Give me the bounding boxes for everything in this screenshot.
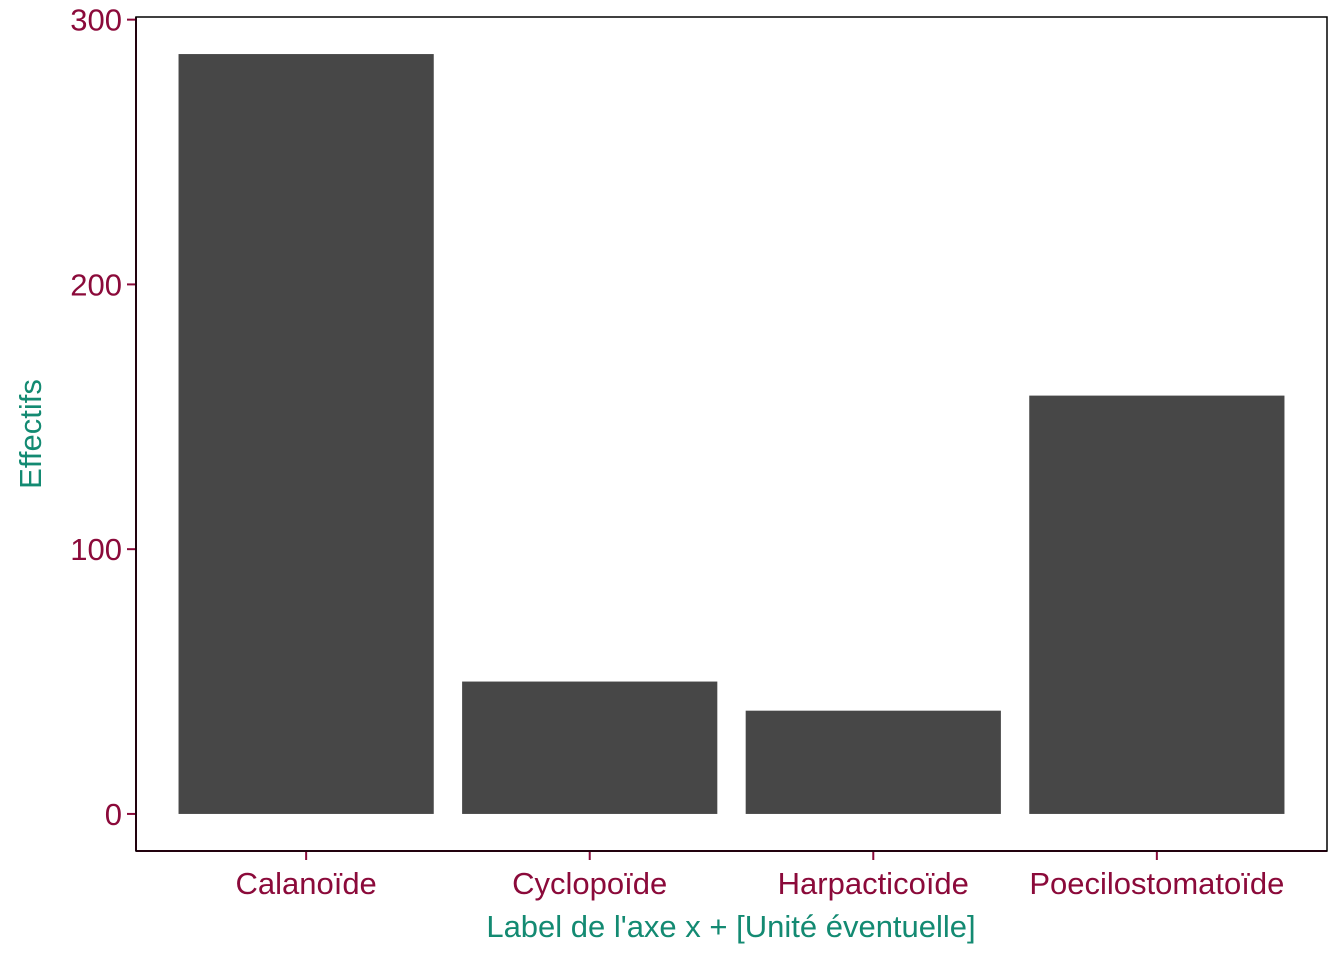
x-tick-label: Calanoïde <box>235 866 376 901</box>
y-tick-label: 0 <box>105 797 122 832</box>
y-tick-label: 300 <box>70 3 122 38</box>
x-axis-title: Label de l'axe x + [Unité éventuelle] <box>486 909 975 944</box>
panel-border <box>135 16 1328 852</box>
y-axis: 0 100 200 300 <box>70 3 137 851</box>
bars-group <box>178 54 1285 814</box>
y-tick-label: 100 <box>70 532 122 567</box>
x-axis: Calanoïde Cyclopoïde Harpacticoïde Poecilos… <box>136 850 1327 901</box>
bar-cyclopoïde <box>462 681 718 814</box>
bar-harpacticoïde <box>745 710 1001 814</box>
x-tick-label: Harpacticoïde <box>778 866 969 901</box>
x-tick-label: Poecilostomatoïde <box>1029 866 1284 901</box>
bar-calanoïde <box>178 54 434 814</box>
y-axis-title: Effectifs <box>13 379 48 489</box>
x-tick-label: Cyclopoïde <box>512 866 667 901</box>
bar-poecilostomatoïde <box>1029 395 1285 814</box>
y-tick-label: 200 <box>70 267 122 302</box>
